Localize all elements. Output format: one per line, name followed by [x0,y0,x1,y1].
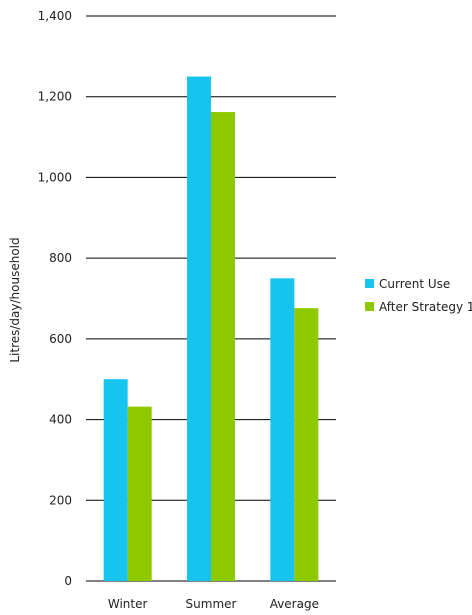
bar-summer-series-1 [211,112,235,582]
legend-item-current-use: Current Use [365,276,472,291]
x-tick-label: Winter [108,597,148,611]
y-tick-label: 800 [49,251,72,265]
x-tick-label: Average [270,597,319,611]
y-tick-label: 1,200 [38,90,72,104]
y-tick-label: 0 [64,574,72,588]
y-tick-label: 400 [49,413,72,427]
legend: Current Use After Strategy 1 [365,276,472,322]
y-tick-label: 200 [49,493,72,507]
x-axis-ticks: Winter Summer Average [108,597,319,611]
y-axis-label: Litres/day/household [8,237,22,362]
legend-label: After Strategy 1 [379,299,472,314]
legend-label: Current Use [379,276,451,291]
bar-winter-series-0 [103,379,128,581]
bar-average-series-0 [270,278,295,581]
x-tick-label: Summer [186,597,237,611]
bar-average-series-1 [294,308,319,581]
y-tick-label: 600 [49,332,72,346]
bar-winter-series-1 [127,406,152,581]
bar-summer-series-0 [187,76,211,582]
y-tick-label: 1,400 [38,9,72,23]
y-axis-ticks: 0 200 400 600 800 1,000 1,200 1,400 [38,9,72,588]
legend-swatch [365,302,374,311]
legend-item-after-strategy-1: After Strategy 1 [365,299,472,314]
y-tick-label: 1,000 [38,170,72,184]
legend-swatch [365,279,374,288]
bars [103,76,319,582]
